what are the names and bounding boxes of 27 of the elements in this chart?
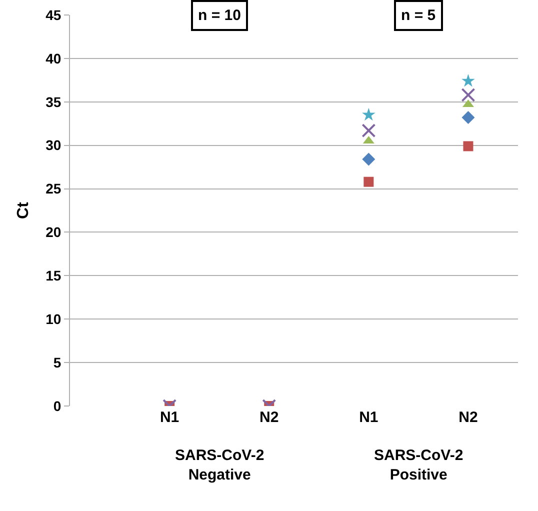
y-tick-label: 30	[46, 137, 62, 154]
x-tick-label: N1	[160, 409, 180, 426]
point	[362, 124, 376, 138]
x-tick-label: N1	[359, 409, 378, 426]
y-tick-label: 25	[46, 180, 62, 197]
y-tick-label: 0	[53, 398, 62, 414]
text: SARS-CoV-2 Negative	[175, 447, 264, 484]
point	[364, 176, 374, 187]
x-tick-label: N2	[260, 409, 279, 426]
y-tick-label: 5	[53, 354, 62, 370]
point	[461, 88, 476, 102]
point	[362, 108, 376, 121]
y-axis-title: Ct	[15, 201, 32, 219]
y-tick-label: 40	[46, 50, 62, 66]
point	[362, 152, 376, 166]
x-tick-label: N2	[458, 409, 478, 426]
annotation: n = 5	[401, 7, 436, 24]
point	[462, 111, 475, 124]
point	[462, 74, 475, 87]
text: SARS-CoV-2 Positive	[374, 447, 464, 484]
y-tick-label: 10	[46, 311, 62, 328]
y-tick-label: 20	[46, 224, 62, 240]
annotation: n = 10	[198, 7, 241, 24]
y-tick-label: 15	[46, 268, 62, 284]
y-tick-label: 45	[46, 6, 62, 23]
y-tick-label: 35	[46, 94, 62, 110]
point	[463, 141, 474, 152]
